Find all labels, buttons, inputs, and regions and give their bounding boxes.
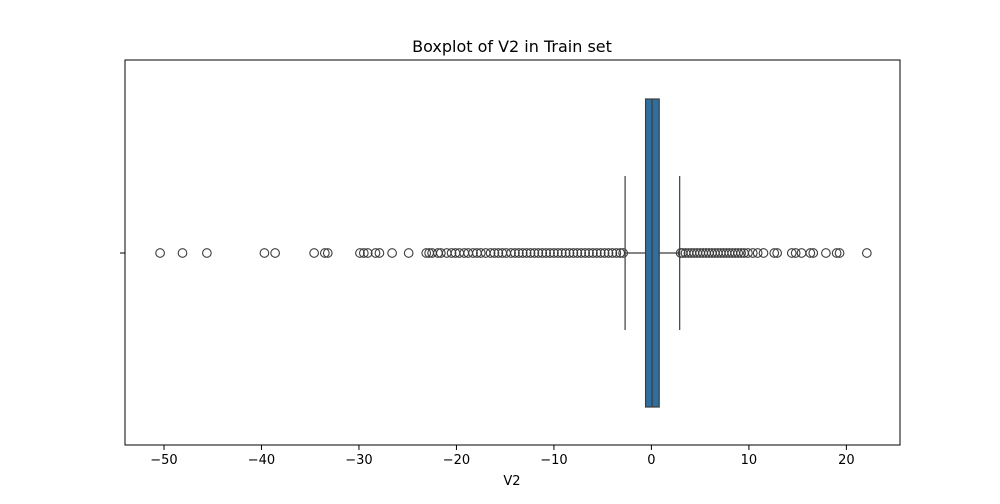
x-axis: −50 −40 −30 −20 −10 0 10 20: [150, 445, 855, 468]
outlier-point: [790, 248, 801, 258]
outlier-point: [529, 248, 540, 258]
outlier-point: [435, 248, 446, 258]
outlier-point: [387, 248, 397, 258]
outlier-point: [358, 248, 369, 258]
x-tick-label: 20: [838, 453, 855, 468]
x-tick-label: −50: [150, 453, 177, 468]
outlier-point: [549, 248, 559, 258]
outlier-point: [736, 248, 746, 258]
outlier-point: [270, 248, 280, 258]
outlier-point: [769, 248, 780, 258]
outlier-point: [743, 248, 753, 258]
outlier-point: [374, 248, 385, 258]
outlier-point: [541, 248, 551, 258]
outlier-point: [805, 248, 816, 258]
outlier-point: [446, 248, 457, 258]
outlier-point: [441, 248, 452, 258]
outlier-point: [506, 248, 516, 258]
outlier-point: [177, 248, 188, 258]
outlier-point: [772, 248, 783, 258]
outlier-point: [591, 248, 602, 258]
outlier-point: [580, 248, 590, 258]
outlier-point: [588, 248, 598, 258]
outlier-point: [370, 248, 381, 258]
outlier-point: [475, 248, 486, 258]
outlier-point: [747, 248, 758, 258]
outlier-point: [493, 248, 504, 258]
outlier-point: [309, 248, 319, 258]
outlier-point: [556, 248, 567, 258]
outlier-point: [155, 248, 165, 258]
x-tick-label: 0: [647, 453, 655, 468]
x-tick-label: −10: [540, 453, 567, 468]
outlier-point: [733, 248, 744, 258]
outlier-point: [259, 248, 270, 258]
outlier-point: [595, 248, 606, 258]
outlier-point: [202, 248, 212, 258]
outlier-point: [821, 248, 831, 258]
x-tick-label: −30: [345, 453, 372, 468]
outlier-point: [572, 248, 583, 258]
outlier-point: [576, 248, 587, 258]
outlier-point: [758, 248, 769, 258]
outlier-point: [355, 248, 365, 258]
outlier-point: [517, 248, 528, 258]
outlier-point: [403, 248, 414, 258]
x-tick-label: 10: [741, 453, 758, 468]
outlier-point: [521, 248, 532, 258]
outlier-point: [510, 248, 520, 258]
x-tick-label: −40: [248, 453, 275, 468]
outlier-point: [322, 248, 333, 258]
box-layer: [624, 98, 681, 408]
outlier-point: [862, 248, 872, 258]
x-tick-label: −20: [443, 453, 470, 468]
outlier-point: [421, 248, 432, 258]
outlier-point: [752, 248, 763, 258]
outlier-point: [533, 248, 544, 258]
outlier-point: [808, 248, 819, 258]
chart-title: Boxplot of V2 in Train set: [412, 37, 612, 56]
outlier-point: [552, 248, 563, 258]
outlier-point: [525, 248, 536, 258]
outlier-point: [480, 248, 491, 258]
outlier-point: [599, 248, 610, 258]
outlier-point: [513, 248, 524, 258]
outlier-point: [603, 248, 614, 258]
outlier-point: [545, 248, 555, 258]
outlier-point: [485, 248, 496, 258]
outliers-layer: [155, 248, 872, 258]
outlier-point: [831, 248, 842, 258]
outlier-point: [362, 248, 373, 258]
outlier-point: [319, 248, 330, 258]
plot-frame: [124, 59, 901, 446]
outlier-point: [560, 248, 571, 258]
outlier-point: [584, 248, 594, 258]
outlier-point: [796, 248, 807, 258]
outlier-point: [489, 248, 500, 258]
x-axis-label: V2: [503, 474, 520, 489]
outlier-point: [564, 248, 575, 258]
outlier-point: [611, 248, 622, 258]
outlier-point: [537, 248, 548, 258]
outlier-point: [786, 248, 797, 258]
outlier-point: [568, 248, 579, 258]
outlier-point: [607, 248, 618, 258]
outlier-point: [834, 248, 845, 258]
outlier-point: [468, 248, 478, 258]
